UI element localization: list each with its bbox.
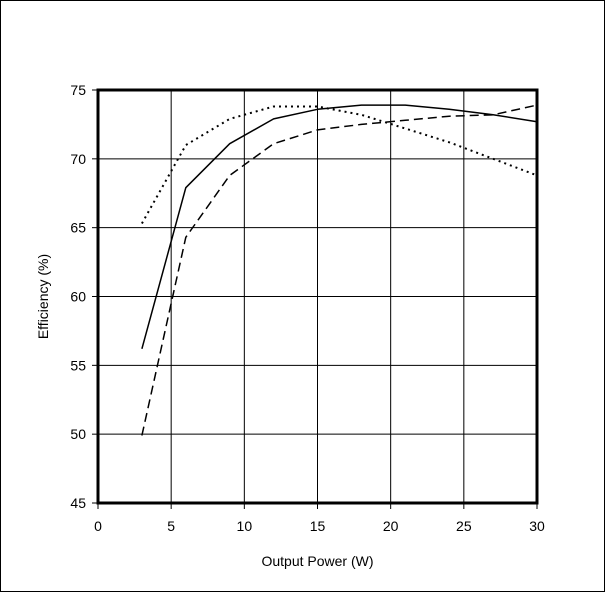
x-tick-label: 25	[456, 518, 472, 534]
y-axis-title: Efficiency (%)	[35, 254, 51, 339]
tick-marks	[92, 89, 538, 509]
series-line-dotted	[141, 105, 538, 224]
x-tick-label: 0	[94, 518, 102, 534]
x-tick-labels: 0 5 10 15 20 25 30	[94, 518, 545, 534]
x-tick-label: 10	[237, 518, 253, 534]
y-tick-label: 45	[70, 495, 86, 511]
y-tick-label: 60	[70, 289, 86, 305]
series-line-solid	[141, 104, 538, 349]
x-tick-label: 5	[167, 518, 175, 534]
y-tick-labels: 45 50 55 60 65 70 75	[70, 82, 86, 511]
series-line-dashed	[141, 104, 538, 436]
y-tick-label: 50	[70, 426, 86, 442]
y-tick-label: 55	[70, 357, 86, 373]
y-tick-label: 75	[70, 82, 86, 98]
x-axis-title: Output Power (W)	[261, 553, 373, 569]
grid-lines	[97, 89, 538, 504]
x-tick-label: 20	[383, 518, 399, 534]
y-tick-label: 70	[70, 151, 86, 167]
series-lines	[141, 104, 538, 436]
x-tick-label: 15	[310, 518, 326, 534]
y-tick-label: 65	[70, 220, 86, 236]
x-tick-label: 30	[529, 518, 545, 534]
